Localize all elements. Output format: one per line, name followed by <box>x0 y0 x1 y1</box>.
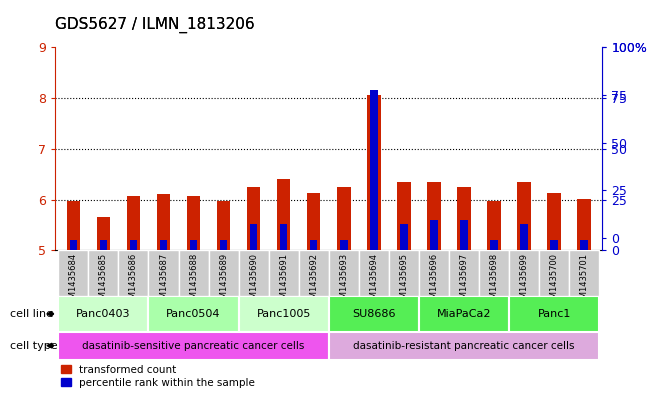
Bar <box>520 224 528 250</box>
Bar <box>419 296 509 332</box>
Bar <box>100 240 107 250</box>
Bar <box>340 240 348 250</box>
Bar <box>247 187 260 250</box>
Text: GSM1435701: GSM1435701 <box>579 253 589 309</box>
Bar <box>457 187 471 250</box>
Bar <box>581 240 588 250</box>
Bar <box>66 201 80 250</box>
Text: Panc1005: Panc1005 <box>256 309 311 319</box>
Bar <box>419 250 449 296</box>
Bar <box>250 224 257 250</box>
Text: GSM1435694: GSM1435694 <box>369 253 378 309</box>
Text: GSM1435684: GSM1435684 <box>69 253 78 309</box>
Bar <box>217 200 230 250</box>
Bar <box>280 224 288 250</box>
Bar <box>127 195 140 250</box>
Bar <box>239 250 269 296</box>
Text: dasatinib-sensitive pancreatic cancer cells: dasatinib-sensitive pancreatic cancer ce… <box>83 341 305 351</box>
Text: dasatinib-resistant pancreatic cancer cells: dasatinib-resistant pancreatic cancer ce… <box>353 341 575 351</box>
Bar <box>59 250 89 296</box>
Text: GSM1435689: GSM1435689 <box>219 253 228 309</box>
Text: GSM1435696: GSM1435696 <box>430 253 438 309</box>
Bar <box>449 250 479 296</box>
Bar <box>329 332 599 360</box>
Text: GDS5627 / ILMN_1813206: GDS5627 / ILMN_1813206 <box>55 17 255 33</box>
Bar <box>389 250 419 296</box>
Text: GSM1435697: GSM1435697 <box>460 253 469 309</box>
Bar <box>130 240 137 250</box>
Bar <box>178 250 208 296</box>
Bar <box>310 240 318 250</box>
Bar <box>550 240 558 250</box>
Text: GSM1435686: GSM1435686 <box>129 253 138 309</box>
Text: GSM1435688: GSM1435688 <box>189 253 198 309</box>
Bar <box>539 250 569 296</box>
Text: GSM1435700: GSM1435700 <box>549 253 559 309</box>
Bar <box>59 332 329 360</box>
Text: GSM1435699: GSM1435699 <box>519 253 529 309</box>
Bar <box>269 250 299 296</box>
Bar <box>159 240 167 250</box>
Bar <box>460 220 467 250</box>
Bar <box>187 195 201 250</box>
Text: MiaPaCa2: MiaPaCa2 <box>437 309 492 319</box>
Bar <box>337 187 350 250</box>
Legend: transformed count, percentile rank within the sample: transformed count, percentile rank withi… <box>61 365 255 388</box>
Text: GSM1435692: GSM1435692 <box>309 253 318 309</box>
Bar <box>490 240 498 250</box>
Bar <box>367 95 381 250</box>
Bar <box>329 250 359 296</box>
Text: Panc0504: Panc0504 <box>166 309 221 319</box>
Bar <box>208 250 239 296</box>
Bar <box>307 193 320 250</box>
Bar <box>70 240 77 250</box>
Text: GSM1435698: GSM1435698 <box>490 253 499 309</box>
Text: Panc1: Panc1 <box>538 309 571 319</box>
Bar <box>518 182 531 250</box>
Text: Panc0403: Panc0403 <box>76 309 131 319</box>
Bar <box>397 182 411 250</box>
Bar <box>479 250 509 296</box>
Bar <box>59 296 148 332</box>
Bar <box>509 296 599 332</box>
Bar <box>148 296 239 332</box>
Bar <box>220 240 227 250</box>
Bar <box>577 198 591 250</box>
Bar <box>487 200 501 250</box>
Bar <box>239 296 329 332</box>
Text: GSM1435687: GSM1435687 <box>159 253 168 309</box>
Bar <box>148 250 178 296</box>
Bar <box>547 193 561 250</box>
Bar <box>299 250 329 296</box>
Bar <box>569 250 599 296</box>
Bar <box>359 250 389 296</box>
Text: GSM1435691: GSM1435691 <box>279 253 288 309</box>
Bar <box>509 250 539 296</box>
Text: cell type: cell type <box>10 341 57 351</box>
Text: GSM1435695: GSM1435695 <box>399 253 408 309</box>
Text: cell line: cell line <box>10 309 53 319</box>
Bar <box>118 250 148 296</box>
Bar <box>329 296 419 332</box>
Bar <box>277 179 290 250</box>
Bar <box>427 182 441 250</box>
Text: GSM1435690: GSM1435690 <box>249 253 258 309</box>
Bar <box>89 250 118 296</box>
Text: SU8686: SU8686 <box>352 309 396 319</box>
Bar <box>400 224 408 250</box>
Bar <box>157 195 171 250</box>
Bar <box>370 90 378 250</box>
Bar <box>96 217 110 250</box>
Bar <box>190 240 197 250</box>
Text: GSM1435685: GSM1435685 <box>99 253 108 309</box>
Text: GSM1435693: GSM1435693 <box>339 253 348 309</box>
Bar <box>430 220 437 250</box>
Text: GDS5627 / ILMN_1813206: GDS5627 / ILMN_1813206 <box>55 17 255 33</box>
